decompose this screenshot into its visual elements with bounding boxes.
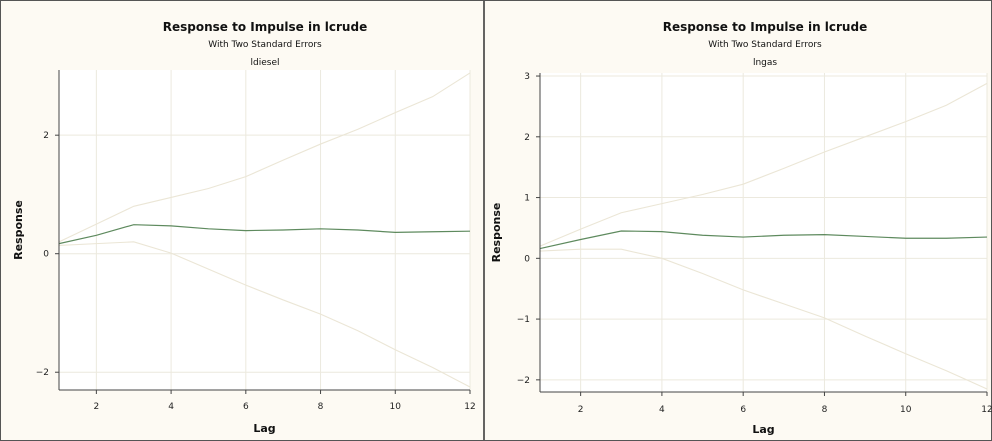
series-line-lower bbox=[539, 248, 988, 390]
x-tick-label: 2 bbox=[578, 405, 584, 415]
series-line-lower bbox=[58, 241, 471, 388]
series-line-upper bbox=[58, 72, 471, 243]
chart-panel-2: Response to Impulse in lcrude With Two St… bbox=[490, 20, 992, 436]
x-tick-label: 2 bbox=[93, 402, 99, 412]
chart-subtitle: With Two Standard Errors bbox=[208, 40, 322, 50]
y-tick-label: 1 bbox=[524, 194, 530, 204]
x-tick-label: 6 bbox=[243, 402, 249, 412]
series-line-upper bbox=[539, 82, 988, 247]
x-tick-label: 8 bbox=[318, 402, 324, 412]
chart-title: Response to Impulse in lcrude bbox=[663, 20, 867, 34]
x-tick-label: 6 bbox=[740, 405, 746, 415]
y-tick-label: 2 bbox=[43, 131, 49, 141]
x-tick-label: 12 bbox=[464, 402, 475, 412]
series-line-response bbox=[58, 224, 471, 245]
panel-title: ldiesel bbox=[251, 58, 280, 68]
x-axis-label: Lag bbox=[253, 422, 275, 435]
x-tick-label: 10 bbox=[900, 405, 912, 415]
y-tick-label: 3 bbox=[524, 72, 530, 82]
y-tick-label: −2 bbox=[36, 368, 49, 378]
chart-subtitle: With Two Standard Errors bbox=[708, 40, 822, 50]
x-tick-label: 12 bbox=[981, 405, 992, 415]
plot-area bbox=[540, 73, 987, 392]
x-tick-label: 10 bbox=[390, 402, 402, 412]
x-tick-label: 4 bbox=[659, 405, 665, 415]
panel-title: lngas bbox=[753, 58, 777, 68]
y-tick-label: −1 bbox=[517, 315, 530, 325]
x-tick-label: 4 bbox=[168, 402, 174, 412]
x-axis-label: Lag bbox=[752, 423, 774, 436]
chart-panel-1: Response to Impulse in lcrude With Two St… bbox=[12, 20, 476, 435]
x-tick-label: 8 bbox=[822, 405, 828, 415]
y-tick-label: 0 bbox=[43, 250, 49, 260]
y-tick-label: 0 bbox=[524, 254, 530, 264]
series-line-response bbox=[539, 230, 988, 250]
y-axis-label: Response bbox=[490, 203, 503, 263]
y-axis-label: Response bbox=[12, 200, 25, 260]
y-tick-label: 2 bbox=[524, 133, 530, 143]
chart-title: Response to Impulse in lcrude bbox=[163, 20, 367, 34]
y-tick-label: −2 bbox=[517, 376, 530, 386]
